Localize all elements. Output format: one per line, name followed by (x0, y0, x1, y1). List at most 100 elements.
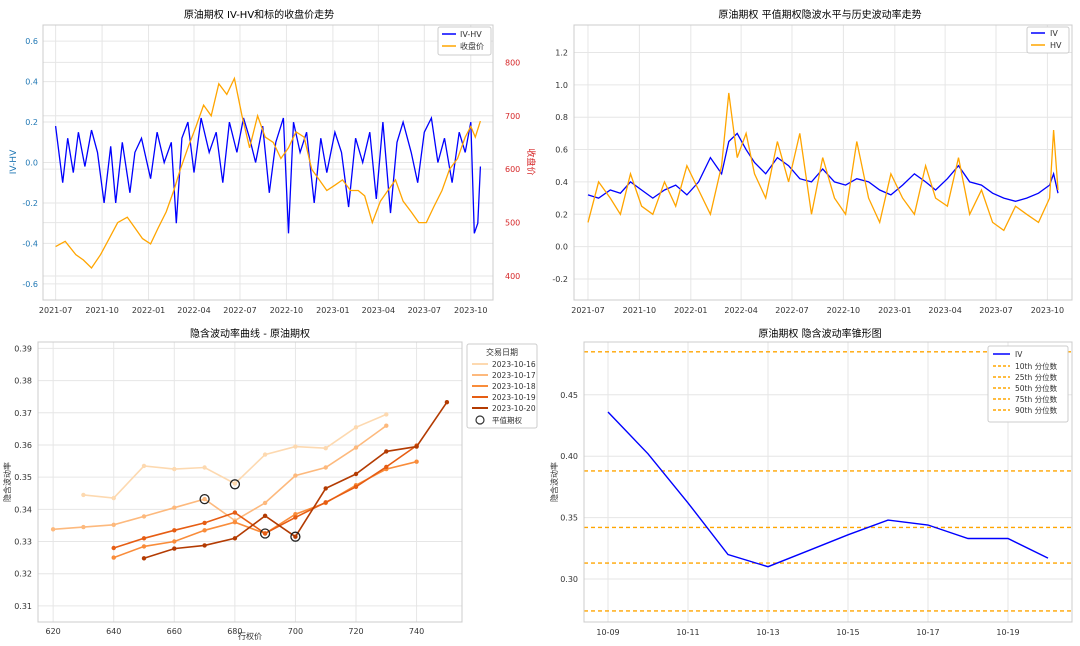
chart3-x-label: 行权价 (238, 631, 262, 641)
y-tick-label: -0.2 (552, 275, 568, 284)
chart2-title: 原油期权 平值期权隐波水平与历史波动率走势 (718, 8, 921, 21)
x-tick-label: 2022-10 (270, 306, 303, 315)
y-right-tick-label: 800 (505, 58, 520, 67)
smile-point (202, 520, 207, 526)
chart1-y-left-label: IV-HV (9, 149, 19, 174)
x-tick-label: 10-09 (596, 628, 619, 637)
atm-marker (199, 493, 210, 505)
legend-label-iv: IV (1050, 29, 1058, 38)
chart1-frame (42, 24, 494, 301)
smile-point (414, 459, 419, 464)
smile-point (293, 515, 298, 520)
chart4-legend: IV 10th 分位数 25th 分位数 50th 分位数 75th 分位数 9… (987, 345, 1069, 423)
smile-point (353, 471, 359, 477)
y-tick-label: 0.32 (14, 570, 32, 579)
y-tick-label: 0.31 (14, 602, 32, 611)
smile-point (293, 512, 298, 517)
x-tick-label: 2023-10 (1031, 306, 1064, 315)
chart3-series (50, 400, 450, 561)
y-tick-label: 0.6 (555, 146, 568, 155)
smile-point (141, 514, 147, 519)
y-tick-label: 0.40 (560, 452, 578, 461)
smile-point (111, 545, 116, 551)
legend-label-q90: 90th 分位数 (1015, 405, 1058, 415)
chart2-legend: IV HV (1026, 26, 1070, 54)
y-tick-label: 0.35 (14, 473, 32, 482)
smile-point (232, 510, 238, 515)
x-tick-label: 2022-07 (223, 306, 256, 315)
chart-iv-smile: 隐含波动率曲线 - 原油期权 620 640 660 680 700 720 740 0.3… (2, 327, 538, 641)
smile-point (293, 534, 298, 539)
x-tick-label: 700 (288, 627, 303, 636)
x-tick-label: 640 (106, 627, 121, 636)
legend-label-atm: 平值期权 (492, 415, 522, 425)
x-tick-label: 10-17 (916, 628, 939, 637)
chart3-frame (37, 341, 463, 623)
smile-point (384, 464, 389, 470)
x-tick-label: 2023-01 (316, 306, 349, 315)
y-tick-label: 0.36 (14, 441, 32, 450)
smile-point (172, 466, 177, 472)
y-tick-label: 0.30 (560, 575, 578, 584)
x-tick-label: 720 (348, 627, 363, 636)
y-tick-label: 0.37 (14, 409, 32, 418)
chart1-x-ticks: 2021-07 2021-10 2022-01 2022-04 2022-07 2022-… (39, 306, 488, 315)
close-price-line (55, 76, 482, 270)
y-left-tick-label: -0.4 (22, 239, 38, 248)
atm-marker (229, 479, 241, 490)
x-tick-label: 2022-07 (775, 306, 808, 315)
x-tick-label: 10-19 (996, 628, 1019, 637)
smile-point (172, 528, 177, 533)
smile-point (141, 536, 147, 541)
y-left-tick-label: 0.2 (25, 118, 38, 127)
legend-label-q75: 75th 分位数 (1015, 394, 1058, 404)
y-tick-label: 0.38 (14, 377, 32, 386)
smile-point (323, 446, 328, 451)
smile-point (293, 473, 298, 478)
iv-hv-line (54, 115, 482, 234)
smile-point (141, 556, 147, 561)
x-tick-label: 620 (46, 627, 61, 636)
y-tick-label: 1.2 (555, 49, 568, 58)
smile-point (172, 505, 177, 510)
smile-point (353, 425, 359, 430)
x-tick-label: 2022-04 (724, 306, 757, 315)
legend-label-close: 收盘价 (460, 41, 484, 51)
smile-point (384, 449, 389, 454)
smile-point (81, 524, 86, 530)
y-tick-label: 0.35 (560, 514, 578, 523)
y-tick-label: 0.2 (555, 210, 568, 219)
chart4-y-label: 隐含波动率 (549, 462, 559, 502)
x-tick-label: 660 (167, 627, 182, 636)
smile-point (323, 465, 328, 470)
legend-marker-atm (475, 415, 485, 425)
x-tick-label: 2021-10 (623, 306, 656, 315)
y-tick-label: 0.0 (555, 243, 568, 252)
smile-point (232, 481, 238, 486)
atm-marker (259, 528, 271, 539)
y-left-tick-label: -0.2 (22, 199, 38, 208)
smile-point (262, 513, 268, 518)
y-left-tick-label: 0.4 (25, 78, 38, 87)
legend-label-q50: 50th 分位数 (1015, 383, 1058, 393)
x-tick-label: 2023-07 (979, 306, 1012, 315)
chart4-frame (583, 341, 1073, 623)
smile-point (384, 412, 389, 417)
legend-label-1018: 2023-10-18 (492, 382, 536, 391)
smile-point (202, 528, 207, 533)
y-tick-label: 0.45 (560, 391, 578, 400)
smile-point (323, 486, 328, 491)
x-tick-label: 2023-07 (408, 306, 441, 315)
chart3-y-label: 隐含波动率 (2, 462, 12, 502)
legend-label-1020: 2023-10-20 (492, 404, 536, 413)
x-tick-label: 10-13 (756, 628, 779, 637)
smile-point (293, 444, 298, 449)
smile-point (172, 539, 177, 544)
chart2-x-ticks: 2021-07 2021-10 2022-01 2022-04 2022-07 2022-… (571, 306, 1064, 315)
smile-point (232, 536, 238, 541)
chart3-legend-title: 交易日期 (486, 347, 518, 357)
chart-iv-hv-close: 原油期权 IV-HV和标的收盘价走势 2021-07 2021-10 2022-01… (9, 8, 537, 315)
y-right-tick-label: 700 (505, 112, 520, 121)
chart3-x-ticks: 620 640 660 680 700 720 740 (46, 627, 425, 636)
